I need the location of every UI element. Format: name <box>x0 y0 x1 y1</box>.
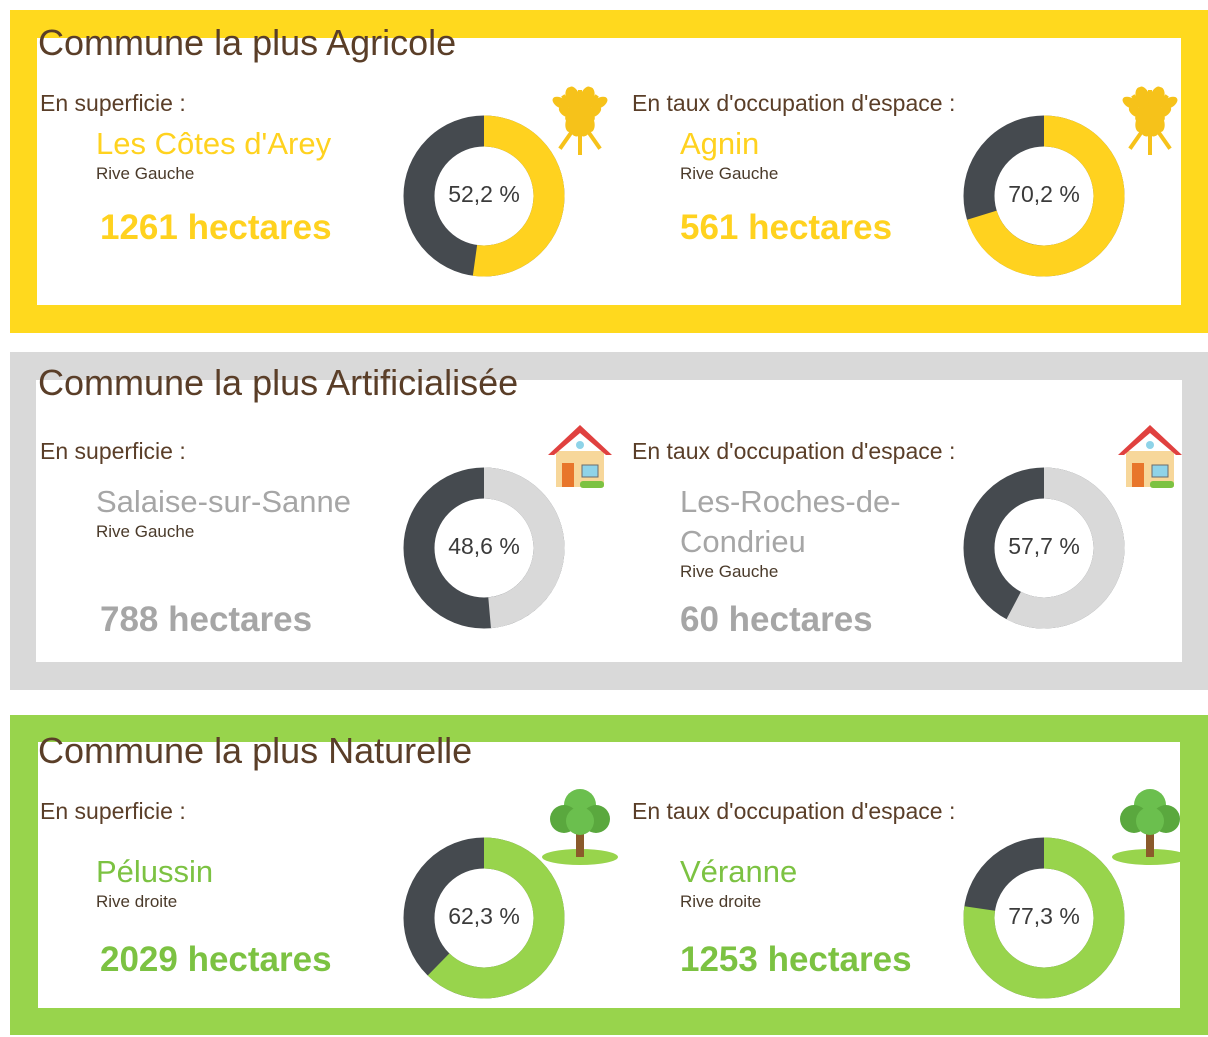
commune-name: Pélussin <box>96 854 214 889</box>
grain <box>1135 114 1146 133</box>
vent <box>1146 441 1154 449</box>
donut-label: 62,3 % <box>448 903 520 929</box>
area: 1261 hectares <box>100 208 332 247</box>
panel-title: Commune la plus Artificialisée <box>38 362 519 403</box>
commune-name: Véranne <box>680 854 798 889</box>
vent <box>576 441 584 449</box>
donut-label: 77,3 % <box>1008 903 1080 929</box>
trunk <box>1146 825 1154 857</box>
commune-block: Salaise-sur-Sanne Rive Gauche <box>96 482 366 542</box>
stem <box>1128 94 1169 150</box>
icon <box>1112 789 1188 865</box>
rive: Rive Gauche <box>680 164 779 183</box>
wheat-stalk <box>558 87 608 150</box>
rive: Rive Gauche <box>680 562 779 581</box>
commune-block: Pélussin Rive droite <box>96 852 366 912</box>
area: 60 hectares <box>680 600 873 639</box>
panel-title: Commune la plus Naturelle <box>38 730 473 771</box>
roof <box>1118 425 1182 455</box>
commune-block: Agnin Rive Gauche <box>680 124 950 184</box>
commune-block: Véranne Rive droite <box>680 852 950 912</box>
rive: Rive Gauche <box>96 522 195 541</box>
area: 1253 hectares <box>680 940 912 979</box>
area: 561 hectares <box>680 208 893 247</box>
icon <box>542 789 618 865</box>
grain <box>1142 123 1159 137</box>
grain <box>572 123 589 137</box>
window <box>581 464 599 478</box>
donut-arc <box>963 115 1125 277</box>
donut-arc <box>963 467 1125 629</box>
commune-name: Agnin <box>680 126 760 161</box>
commune-name: Les Côtes d'Arey <box>96 126 332 161</box>
door <box>562 463 574 487</box>
donut-label: 70,2 % <box>1008 181 1080 207</box>
commune-name: Salaise-sur-Sanne <box>96 484 352 519</box>
bush <box>580 481 604 488</box>
donut-label: 57,7 % <box>1008 533 1080 559</box>
leaf <box>566 807 594 835</box>
commune-block: Les-Roches-de-Condrieu Rive Gauche <box>680 482 950 582</box>
donut-arc <box>403 837 565 999</box>
area: 2029 hectares <box>100 940 332 979</box>
bush <box>1150 481 1174 488</box>
rive: Rive droite <box>96 892 178 911</box>
heading: En superficie : <box>40 798 186 824</box>
heading: En superficie : <box>40 438 186 464</box>
donut-arc <box>403 115 565 277</box>
door <box>1132 463 1144 487</box>
leaf <box>1136 807 1164 835</box>
commune-block: Les Côtes d'Arey Rive Gauche <box>96 124 366 184</box>
panel-title: Commune la plus Agricole <box>38 22 457 63</box>
donut-arc <box>403 467 565 629</box>
window <box>1151 464 1169 478</box>
wheat-stalk <box>1128 87 1178 150</box>
roof <box>548 425 612 455</box>
rive: Rive droite <box>680 892 762 911</box>
stem <box>558 94 599 150</box>
area: 788 hectares <box>100 600 313 639</box>
icon <box>1118 425 1182 488</box>
rive: Rive Gauche <box>96 164 195 183</box>
donut-arc <box>963 837 1125 999</box>
trunk <box>576 825 584 857</box>
donut-label: 48,6 % <box>448 533 520 559</box>
donut-label: 52,2 % <box>448 181 520 207</box>
heading: En taux d'occupation d'espace : <box>632 798 956 824</box>
heading: En superficie : <box>40 90 186 116</box>
grain <box>565 114 576 133</box>
icon <box>548 425 612 488</box>
icon <box>552 86 608 155</box>
heading: En taux d'occupation d'espace : <box>632 438 956 464</box>
heading: En taux d'occupation d'espace : <box>632 90 956 116</box>
icon <box>1122 86 1178 155</box>
commune-name: Les-Roches-de-Condrieu <box>680 484 901 559</box>
